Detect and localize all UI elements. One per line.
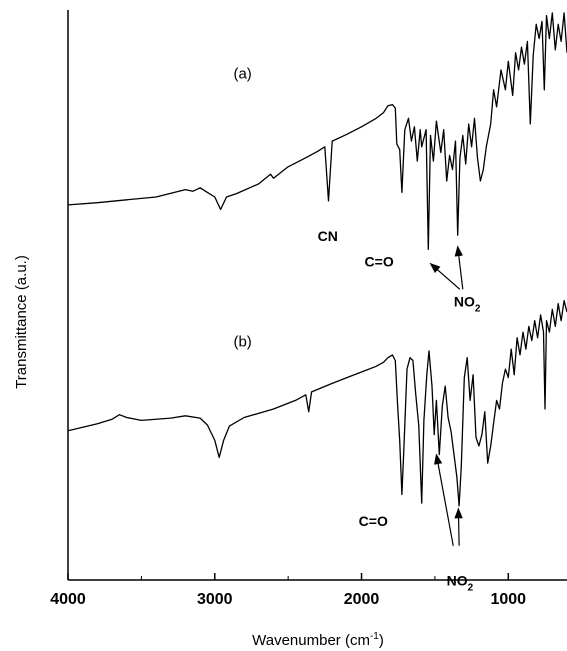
annotation-arrow [454, 245, 464, 290]
annotation-label: NO2 [454, 293, 481, 314]
x-tick-label: 1000 [490, 591, 526, 608]
x-axis-ticks: 4000 3000 2000 1000 [50, 573, 526, 608]
annotation-label-main: NO [454, 293, 475, 309]
annotation-label-main: C=O [365, 254, 394, 270]
annotation-label: NO2 [447, 573, 474, 594]
x-axis-label: Wavenumber (cm-1) [252, 631, 384, 649]
x-tick-label: 3000 [197, 591, 233, 608]
x-tick-label: 2000 [344, 591, 380, 608]
x-axis-label-main: Wavenumber (cm [252, 632, 370, 649]
x-tick-label: 4000 [50, 591, 86, 608]
annotation-label: CN [318, 228, 338, 244]
annotation-arrow [433, 453, 454, 546]
plot-frame [67, 10, 567, 581]
annotation-label-main: C=O [359, 513, 388, 529]
annotation-label: C=O [365, 254, 394, 270]
annotation-label-subscript: 2 [468, 583, 474, 594]
x-axis-label-superscript: -1 [370, 631, 379, 642]
annotation-label: C=O [359, 513, 388, 529]
annotation-arrow [429, 262, 461, 290]
spectrum-label-b: (b) [233, 333, 251, 350]
spectrum-line-a [67, 12, 567, 251]
annotation-label-main: CN [318, 228, 338, 244]
annotation-arrow [454, 507, 463, 546]
annotation-label-subscript: 2 [475, 303, 481, 314]
series-layer: (a) (b) [67, 12, 567, 507]
spectrum-line-b [67, 300, 567, 507]
y-axis-label: Transmittance (a.u.) [13, 255, 30, 389]
annotation-label-main: NO [447, 573, 468, 589]
spectrum-label-a: (a) [233, 65, 251, 82]
x-axis-label-close: ) [379, 632, 384, 649]
